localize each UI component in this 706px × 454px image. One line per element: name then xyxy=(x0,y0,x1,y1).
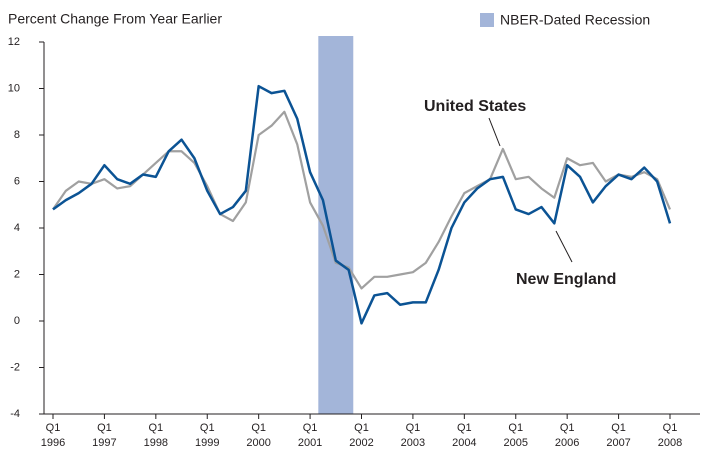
x-tick-label-line: Q1 xyxy=(406,422,421,434)
x-tick-label-line: Q1 xyxy=(663,422,678,434)
y-tick-label: 12 xyxy=(8,36,20,48)
x-tick-label-line: 2000 xyxy=(246,437,270,449)
x-tick-label-line: 2004 xyxy=(452,437,476,449)
y-tick-label: 8 xyxy=(14,129,20,141)
y-axis-label: Percent Change From Year Earlier xyxy=(8,11,222,27)
x-tick-label-line: 1996 xyxy=(41,437,65,449)
x-tick-label: Q1 1998 xyxy=(144,422,168,449)
y-tick-label: 4 xyxy=(14,222,20,234)
x-tick-label: Q1 2002 xyxy=(349,422,373,449)
legend-label: NBER-Dated Recession xyxy=(500,12,650,28)
x-tick-label-line: Q1 xyxy=(251,422,266,434)
x-tick-label: Q1 1996 xyxy=(41,422,65,449)
x-tick-label: Q1 2007 xyxy=(606,422,630,449)
annotation-leader xyxy=(555,230,573,263)
x-tick-label-line: Q1 xyxy=(560,422,575,434)
x-tick-label-line: 2002 xyxy=(349,437,373,449)
series-annotation: United States xyxy=(424,98,526,115)
series-line xyxy=(52,110,672,290)
x-tick-label: Q1 2005 xyxy=(504,422,528,449)
x-tick-label-line: 2006 xyxy=(555,437,579,449)
x-tick-label: Q1 1999 xyxy=(195,422,219,449)
x-tick-label: Q1 2004 xyxy=(452,422,476,449)
x-tick-label-line: Q1 xyxy=(508,422,523,434)
x-tick-label-line: Q1 xyxy=(457,422,472,434)
x-tick-label-line: 1999 xyxy=(195,437,219,449)
x-tick-label-line: 1998 xyxy=(144,437,168,449)
x-tick-label-line: 2008 xyxy=(658,437,682,449)
x-tick-label-line: Q1 xyxy=(46,422,61,434)
x-tick-label: Q1 2001 xyxy=(298,422,322,449)
x-tick-label-line: Q1 xyxy=(354,422,369,434)
x-tick-label: Q1 2003 xyxy=(401,422,425,449)
x-tick-label: Q1 2006 xyxy=(555,422,579,449)
y-tick-label: 6 xyxy=(14,175,20,187)
x-tick-label-line: 1997 xyxy=(92,437,116,449)
y-tick-label: 2 xyxy=(14,268,20,280)
y-tick-label: -2 xyxy=(10,361,20,373)
x-tick-label-line: 2007 xyxy=(606,437,630,449)
x-tick-label-line: Q1 xyxy=(148,422,163,434)
series-annotation: New England xyxy=(516,271,616,288)
x-tick-label: Q1 2000 xyxy=(246,422,270,449)
y-tick-label: -4 xyxy=(10,408,20,420)
legend-swatch xyxy=(480,13,494,27)
x-tick-label-line: Q1 xyxy=(303,422,318,434)
x-tick-label: Q1 1997 xyxy=(92,422,116,449)
x-tick-label-line: Q1 xyxy=(611,422,626,434)
x-tick-label-line: Q1 xyxy=(97,422,112,434)
y-tick-label: 10 xyxy=(8,82,20,94)
x-tick-label-line: 2003 xyxy=(401,437,425,449)
y-tick-label: 0 xyxy=(14,315,20,327)
x-tick-label: Q1 2008 xyxy=(658,422,682,449)
x-tick-label-line: 2001 xyxy=(298,437,322,449)
x-tick-label-line: 2005 xyxy=(504,437,528,449)
recession-band xyxy=(318,36,354,414)
series-line xyxy=(52,84,672,325)
x-tick-label-line: Q1 xyxy=(200,422,215,434)
annotation-leader xyxy=(488,117,501,147)
